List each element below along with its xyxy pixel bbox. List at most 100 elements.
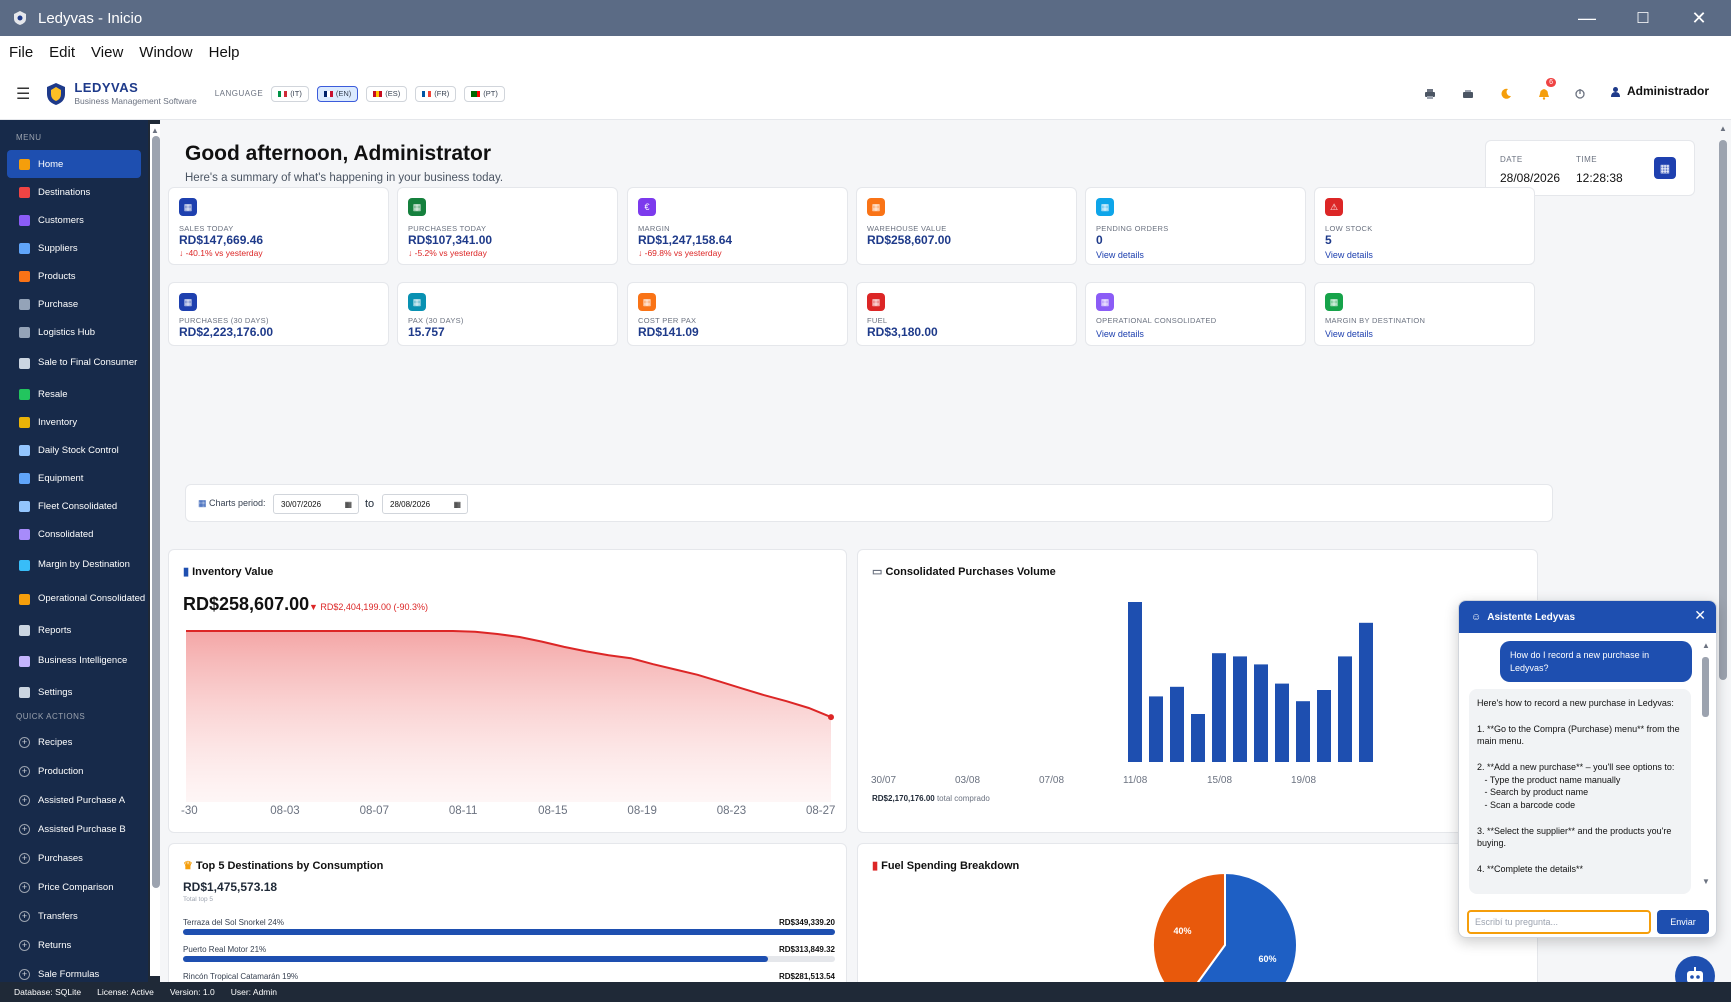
sidebar-quick-label: QUICK ACTIONS — [16, 712, 86, 721]
chart-icon: ▮ — [183, 566, 193, 578]
kpi-value: RD$147,669.46 — [179, 233, 264, 247]
quick-action-item[interactable]: + Price Comparison — [0, 873, 148, 902]
kpi-delta: ↓ -5.2% vs yesterday — [408, 248, 487, 258]
menu-file[interactable]: File — [9, 43, 34, 61]
quick-action-item[interactable]: + Returns — [0, 931, 148, 960]
chat-input[interactable]: Escribí tu pregunta... — [1467, 910, 1651, 934]
sidebar-item[interactable]: Inventory — [0, 408, 148, 436]
status-user: User: Admin — [230, 987, 277, 997]
sidebar-item[interactable]: Logistics Hub — [0, 318, 148, 346]
user-name: Administrador — [1626, 84, 1709, 98]
kpi-label: SALES TODAY — [179, 224, 234, 233]
sidebar-item[interactable]: Settings — [0, 678, 148, 706]
language-option[interactable]: (IT) — [271, 85, 309, 102]
destination-bar — [183, 929, 835, 935]
menu-help[interactable]: Help — [208, 43, 240, 61]
kpi-card[interactable]: ▦ MARGIN BY DESTINATION View details — [1314, 282, 1535, 346]
chat-close-icon[interactable]: ✕ — [1694, 607, 1706, 623]
language-option[interactable]: (EN) — [316, 85, 359, 102]
kpi-view-details-link[interactable]: View details — [1325, 250, 1373, 260]
bell-icon[interactable]: 6 — [1534, 78, 1556, 106]
menu-item-icon — [19, 270, 30, 282]
quick-action-item[interactable]: + Assisted Purchase B — [0, 815, 148, 844]
minimize-button[interactable]: — — [1578, 7, 1596, 28]
sidebar-item[interactable]: Operational Consolidated — [0, 582, 148, 616]
kpi-view-details-link[interactable]: View details — [1325, 329, 1373, 339]
quick-action-item[interactable]: + Transfers — [0, 902, 148, 931]
language-option[interactable]: (PT) — [464, 85, 505, 102]
language-option[interactable]: (ES) — [366, 85, 408, 102]
kpi-view-details-link[interactable]: View details — [1096, 250, 1144, 260]
quick-action-label: Returns — [38, 940, 72, 951]
purchases-bar-chart — [1128, 602, 1373, 762]
logo-icon — [47, 82, 66, 105]
moon-icon[interactable] — [1496, 82, 1516, 106]
quick-action-item[interactable]: + Purchases — [0, 844, 148, 873]
sidebar-item[interactable]: Customers — [0, 206, 148, 234]
destination-name: Terraza del Sol Snorkel 24% — [183, 918, 284, 927]
sidebar-scroll-thumb[interactable] — [152, 136, 160, 888]
sidebar-item[interactable]: Reports — [0, 616, 148, 644]
destination-value: RD$313,849.32 — [778, 945, 835, 954]
maximize-button[interactable]: ☐ — [1636, 10, 1650, 27]
sidebar-item[interactable]: Daily Stock Control — [0, 436, 148, 464]
print-icon[interactable] — [1420, 82, 1440, 106]
kpi-card: ▦ SALES TODAY RD$147,669.46 ↓ -40.1% vs yes… — [168, 187, 389, 265]
quick-action-label: Production — [38, 766, 84, 777]
kpi-card: ▦ FUEL RD$3,180.00 — [856, 282, 1077, 346]
calendar-button[interactable]: ▦ — [1654, 157, 1676, 179]
inventory-value: RD$258,607.00 — [183, 594, 310, 614]
kpi-label: COST PER PAX — [638, 316, 697, 325]
sidebar-item[interactable]: Destinations — [0, 178, 148, 206]
destinations-total-label: Total top 5 — [183, 896, 213, 903]
sidebar-item[interactable]: Fleet Consolidated — [0, 492, 148, 520]
chat-user-message: How do I record a new purchase in Ledyva… — [1500, 641, 1692, 683]
quick-action-item[interactable]: + Sale Formulas — [0, 960, 148, 982]
chat-scrollbar[interactable]: ▲ ▼ — [1702, 641, 1710, 886]
kpi-card[interactable]: ▦ PENDING ORDERS 0 View details — [1085, 187, 1306, 265]
kpi-icon: ▦ — [638, 293, 656, 311]
language-option[interactable]: (FR) — [415, 85, 457, 102]
quick-action-label: Assisted Purchase B — [38, 824, 126, 835]
language-label: LANGUAGE — [214, 89, 264, 98]
menu-view[interactable]: View — [91, 43, 124, 61]
period-to-input[interactable]: 28/08/2026 ▦ — [382, 494, 468, 514]
cash-register-icon[interactable] — [1458, 82, 1478, 106]
kpi-view-details-link[interactable]: View details — [1096, 329, 1144, 339]
language-code: (PT) — [483, 89, 498, 98]
sidebar-item[interactable]: Resale — [0, 380, 148, 408]
sidebar-item-label: Inventory — [38, 416, 78, 428]
close-button[interactable]: ✕ — [1691, 7, 1707, 28]
main-scroll-thumb[interactable] — [1719, 140, 1727, 680]
brand-subtitle: Business Management Software — [74, 96, 197, 107]
chat-send-button[interactable]: Enviar — [1657, 910, 1709, 934]
sidebar-item[interactable]: Sale to Final Consumer — [0, 346, 148, 380]
date-label: DATE — [1500, 155, 1523, 164]
sidebar-item-label: Home — [38, 158, 64, 170]
menu-edit[interactable]: Edit — [49, 43, 76, 61]
quick-action-item[interactable]: + Assisted Purchase A — [0, 786, 148, 815]
kpi-card[interactable]: ▦ OPERATIONAL CONSOLIDATED View details — [1085, 282, 1306, 346]
menu-item-icon — [19, 326, 30, 338]
sidebar-item[interactable]: Purchase — [0, 290, 148, 318]
hamburger-icon[interactable]: ☰ — [16, 85, 31, 103]
quick-action-item[interactable]: + Recipes — [0, 728, 148, 757]
sidebar-item[interactable]: Suppliers — [0, 234, 148, 262]
bar — [1233, 656, 1247, 762]
quick-action-item[interactable]: + Production — [0, 757, 148, 786]
sidebar-item[interactable]: Business Intelligence — [0, 644, 148, 678]
sidebar-item[interactable]: Home — [7, 150, 141, 178]
menu-window[interactable]: Window — [139, 43, 193, 61]
sidebar-item[interactable]: Products — [0, 262, 148, 290]
x-tick-label: 07/08 — [1039, 775, 1065, 786]
sidebar-item[interactable]: Consolidated — [0, 520, 148, 548]
period-from-input[interactable]: 30/07/2026 ▦ — [273, 494, 359, 514]
kpi-card[interactable]: ⚠ LOW STOCK 5 View details — [1314, 187, 1535, 265]
user-menu[interactable]: Administrador — [1610, 84, 1709, 98]
sidebar-item[interactable]: Equipment — [0, 464, 148, 492]
kpi-value: 15.757 — [408, 325, 445, 339]
power-icon[interactable] — [1570, 82, 1590, 106]
sidebar-item[interactable]: Margin by Destination — [0, 548, 148, 582]
sidebar-item-label: Reports — [38, 624, 72, 636]
chat-scroll-thumb[interactable] — [1702, 657, 1709, 717]
